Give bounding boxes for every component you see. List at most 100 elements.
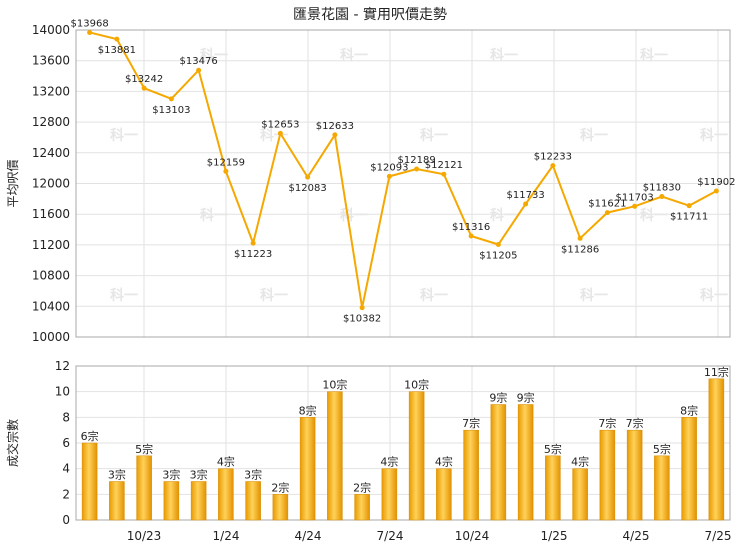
volume-bar [327,391,343,521]
volume-bar [136,455,152,521]
volume-bar [572,468,588,521]
price-point [141,85,147,91]
volume-bar [545,455,561,521]
volume-bar [218,468,234,521]
volume-bar-label: 8宗 [680,403,698,417]
price-point [632,203,638,209]
volume-bar-label: 7宗 [626,416,644,430]
x-tick-label: 1/24 [213,529,240,543]
price-data-label: $13881 [98,45,136,56]
watermark-text: 科一 [110,287,138,304]
volume-bar [245,481,261,521]
volume-bar [681,417,697,521]
price-y-tick-label: 10800 [32,269,70,283]
watermark-text: 科一 [340,207,368,224]
price-point [168,96,174,102]
price-data-label: $11621 [588,199,626,210]
price-data-label: $11205 [479,251,517,262]
volume-bar-label: 5宗 [653,442,671,456]
volume-bar [626,429,643,521]
price-series-line [89,31,717,308]
volume-bar [381,468,398,521]
price-y-tick-label: 14000 [32,23,70,37]
chart-title: 匯景花園 - 實用呎價走勢 [293,6,447,23]
price-point [468,233,474,239]
price-y-tick-label: 10000 [32,330,70,344]
price-data-label: $12093 [370,162,408,173]
volume-bar-label: 5宗 [544,442,562,456]
volume-bar [436,468,452,521]
price-y-tick-label: 13600 [32,54,70,68]
price-point [577,235,583,241]
volume-bar [299,417,316,521]
watermark-text: 科一 [580,127,608,144]
price-point [386,173,392,179]
volume-bar-label: 4宗 [571,455,589,469]
volume-bar-label: 5宗 [135,442,153,456]
watermark-text: 科一 [260,287,288,304]
x-tick-label: 4/25 [623,529,650,543]
volume-y-tick-label: 12 [55,359,70,373]
volume-y-axis-title: 成交宗數 [5,419,20,467]
volume-bar-label: 6宗 [81,429,99,443]
watermark-text: 科一 [700,127,728,144]
price-y-axis-title: 平均呎價 [6,159,20,207]
price-point [523,201,529,207]
price-data-label: $12233 [534,152,572,163]
volume-bar-label: 3宗 [244,468,262,482]
volume-bar-label: 3宗 [162,468,180,482]
price-data-label: $11316 [452,222,490,233]
volume-bar [109,481,125,521]
price-point [223,168,229,174]
volume-y-tick-label: 0 [62,513,70,527]
volume-bar [490,404,507,521]
price-data-label: $11703 [616,192,654,203]
volume-y-tick-label: 6 [62,436,70,450]
price-point [277,130,283,136]
watermark-text: 科一 [490,207,518,224]
price-y-tick-label: 12400 [32,146,70,160]
volume-plot-border [75,365,731,521]
price-y-tick-label: 13200 [32,84,70,98]
price-y-tick-label: 11200 [32,238,70,252]
watermark-text: 科一 [640,47,668,64]
price-point [495,242,501,248]
x-tick-label: 10/24 [455,529,490,543]
price-chart: 10000 10400 10800 11200 11600 12000 12400 12800… [6,18,735,504]
volume-bar-label: 9宗 [489,391,507,405]
volume-chart: 0 2 4 6 8 10 12 成交宗數 6宗 3宗 5宗 3宗 3宗 4宗 3宗 2宗 8宗 10宗 2宗 4宗 10… [5,359,731,543]
volume-bar-label: 4宗 [435,455,453,469]
price-data-label: $11902 [697,177,735,188]
volume-y-tick-label: 10 [55,385,70,399]
price-data-label: $13242 [125,74,163,85]
price-point [250,240,256,246]
volume-bar-label: 2宗 [353,480,371,494]
volume-bar [599,429,616,521]
price-point [686,203,692,209]
watermark-text: 科一 [640,207,668,224]
volume-y-tick-label: 2 [62,487,70,501]
volume-bar [517,404,534,521]
volume-bar-label: 3宗 [108,468,126,482]
price-point [659,194,665,200]
x-tick-label: 1/25 [541,529,568,543]
volume-bar-label: 4宗 [217,455,235,469]
price-data-label: $12189 [398,155,436,166]
price-point [713,188,719,194]
x-tick-label: 10/23 [127,529,162,543]
volume-bar [708,378,725,521]
x-tick-label: 7/24 [377,529,404,543]
price-data-label: $12083 [289,183,327,194]
price-data-label: $11733 [507,190,545,201]
volume-y-tick-label: 4 [62,462,70,476]
price-point [87,29,93,35]
price-point [441,171,447,177]
price-y-tick-label: 12000 [32,177,70,191]
price-y-tick-label: 10400 [32,299,70,313]
volume-bar [272,494,289,521]
price-point [114,36,120,42]
volume-bar-label: 2宗 [271,480,289,494]
price-data-label: $11286 [561,244,599,255]
volume-bar [81,442,98,521]
